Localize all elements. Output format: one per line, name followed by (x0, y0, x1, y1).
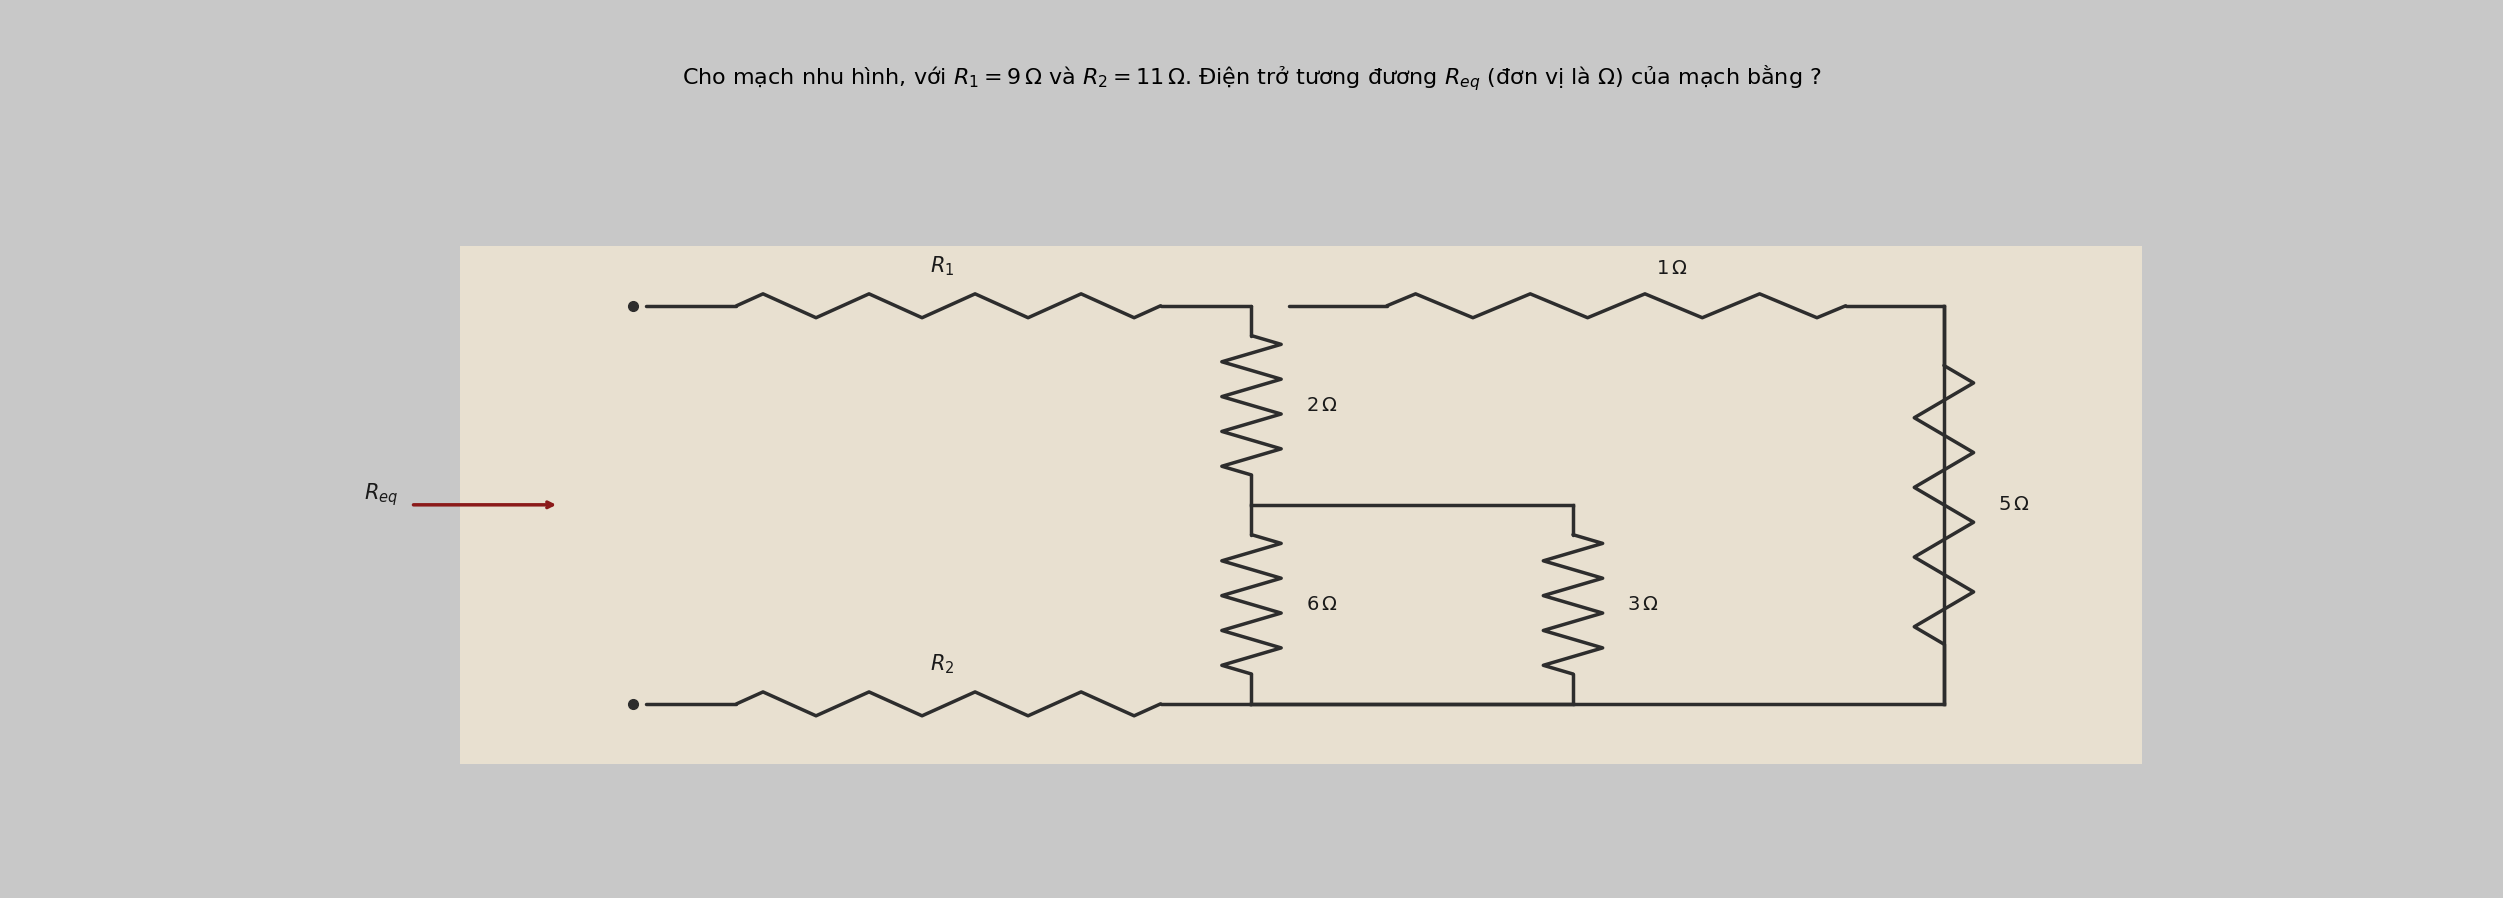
Text: $R_1$: $R_1$ (931, 254, 954, 277)
Text: $3\,\Omega$: $3\,\Omega$ (1627, 594, 1659, 614)
Text: $2\,\Omega$: $2\,\Omega$ (1307, 396, 1337, 415)
Text: $6\,\Omega$: $6\,\Omega$ (1307, 594, 1337, 614)
Text: $R_{eq}$: $R_{eq}$ (363, 481, 398, 508)
Text: $1\,\Omega$: $1\,\Omega$ (1657, 259, 1687, 277)
Text: $R_2$: $R_2$ (931, 653, 954, 676)
FancyBboxPatch shape (461, 246, 2143, 763)
Text: Cho mạch nhu hình, với $R_1 = 9\,\Omega$ và $R_2 = 11\,\Omega$. Điện trở tương đ: Cho mạch nhu hình, với $R_1 = 9\,\Omega$… (681, 63, 1822, 92)
Text: $5\,\Omega$: $5\,\Omega$ (1997, 496, 2030, 515)
